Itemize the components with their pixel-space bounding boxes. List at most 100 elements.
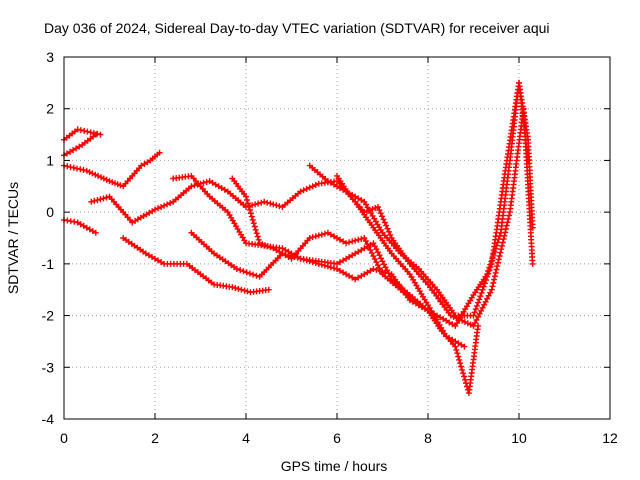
chart-title: Day 036 of 2024, Sidereal Day-to-day VTE… bbox=[44, 20, 550, 36]
data-point bbox=[381, 219, 388, 226]
data-point bbox=[64, 150, 70, 157]
data-point bbox=[529, 260, 536, 267]
data-point bbox=[265, 286, 272, 293]
data-point bbox=[355, 274, 362, 281]
data-point bbox=[506, 212, 513, 219]
data-point bbox=[493, 266, 500, 273]
data-point bbox=[245, 203, 252, 210]
data-point bbox=[349, 238, 356, 245]
data-point bbox=[446, 319, 453, 326]
data-point bbox=[437, 314, 444, 321]
series-track-1 bbox=[61, 126, 104, 143]
data-point bbox=[489, 283, 496, 290]
x-tick-label: 12 bbox=[602, 430, 618, 446]
data-point bbox=[246, 270, 253, 277]
data-point bbox=[244, 197, 250, 203]
data-point bbox=[346, 254, 353, 260]
series-track-6 bbox=[120, 235, 272, 296]
data-point bbox=[384, 225, 391, 232]
data-point bbox=[453, 346, 460, 353]
data-point bbox=[243, 269, 250, 276]
data-point bbox=[456, 356, 463, 363]
y-tick-label: -2 bbox=[42, 308, 55, 324]
y-tick-label: 0 bbox=[46, 204, 54, 220]
data-point bbox=[92, 171, 99, 178]
data-point bbox=[499, 242, 505, 249]
x-tick-label: 6 bbox=[333, 430, 341, 446]
data-point bbox=[484, 273, 491, 280]
data-point bbox=[191, 182, 198, 189]
data-point bbox=[318, 261, 325, 268]
data-point bbox=[237, 267, 244, 274]
data-point bbox=[254, 233, 261, 240]
data-point bbox=[86, 169, 93, 176]
data-point bbox=[100, 195, 107, 202]
x-tick-label: 2 bbox=[151, 430, 159, 446]
data-point bbox=[380, 216, 387, 223]
data-point bbox=[300, 187, 307, 194]
data-point bbox=[97, 196, 104, 203]
data-point bbox=[218, 185, 225, 191]
data-point bbox=[240, 268, 247, 275]
data-point bbox=[454, 350, 461, 357]
data-point bbox=[70, 164, 77, 171]
data-point bbox=[244, 200, 251, 207]
data-point bbox=[87, 129, 94, 136]
data-point bbox=[309, 234, 316, 241]
data-point bbox=[455, 353, 462, 360]
data-point bbox=[255, 200, 262, 207]
data-point bbox=[158, 204, 165, 210]
y-tick-label: -1 bbox=[42, 256, 55, 272]
data-point bbox=[487, 264, 494, 271]
data-point bbox=[337, 185, 343, 191]
data-point bbox=[343, 240, 350, 247]
data-point bbox=[475, 299, 482, 306]
data-point bbox=[376, 252, 383, 259]
x-tick-label: 4 bbox=[242, 430, 250, 446]
data-point bbox=[264, 243, 271, 250]
y-tick-label: -4 bbox=[42, 411, 55, 427]
data-point bbox=[479, 286, 486, 293]
data-point bbox=[243, 193, 249, 200]
data-point bbox=[250, 271, 257, 278]
data-point bbox=[331, 265, 337, 272]
series-line bbox=[122, 237, 269, 293]
data-point bbox=[261, 198, 268, 205]
data-point bbox=[502, 226, 509, 232]
data-point bbox=[364, 269, 371, 276]
x-tick-label: 0 bbox=[60, 430, 68, 446]
data-point bbox=[488, 286, 495, 293]
data-point bbox=[273, 202, 280, 209]
data-point bbox=[241, 287, 248, 294]
data-point bbox=[209, 179, 216, 186]
data-point bbox=[480, 283, 487, 290]
data-point bbox=[282, 252, 289, 259]
data-point bbox=[138, 162, 145, 169]
data-point bbox=[471, 309, 478, 316]
data-point bbox=[495, 256, 502, 263]
data-point bbox=[164, 201, 171, 208]
series-line bbox=[309, 82, 534, 317]
data-point bbox=[238, 286, 245, 293]
data-point bbox=[98, 174, 104, 181]
data-point bbox=[491, 273, 498, 280]
data-point bbox=[372, 205, 379, 211]
data-point bbox=[247, 210, 254, 217]
x-axis-label: GPS time / hours bbox=[281, 458, 388, 474]
data-point bbox=[352, 237, 359, 244]
series-track-11 bbox=[334, 105, 536, 329]
data-point bbox=[89, 170, 96, 177]
data-point bbox=[80, 167, 87, 173]
data-point bbox=[232, 285, 239, 291]
x-tick-label: 8 bbox=[424, 430, 432, 446]
data-point bbox=[270, 201, 277, 208]
data-point bbox=[494, 263, 501, 270]
data-point bbox=[312, 182, 319, 188]
data-point bbox=[377, 210, 384, 217]
data-point bbox=[385, 228, 392, 235]
series-track-2 bbox=[61, 131, 99, 159]
data-point bbox=[252, 201, 259, 208]
data-point bbox=[485, 270, 492, 277]
data-point bbox=[103, 176, 110, 183]
